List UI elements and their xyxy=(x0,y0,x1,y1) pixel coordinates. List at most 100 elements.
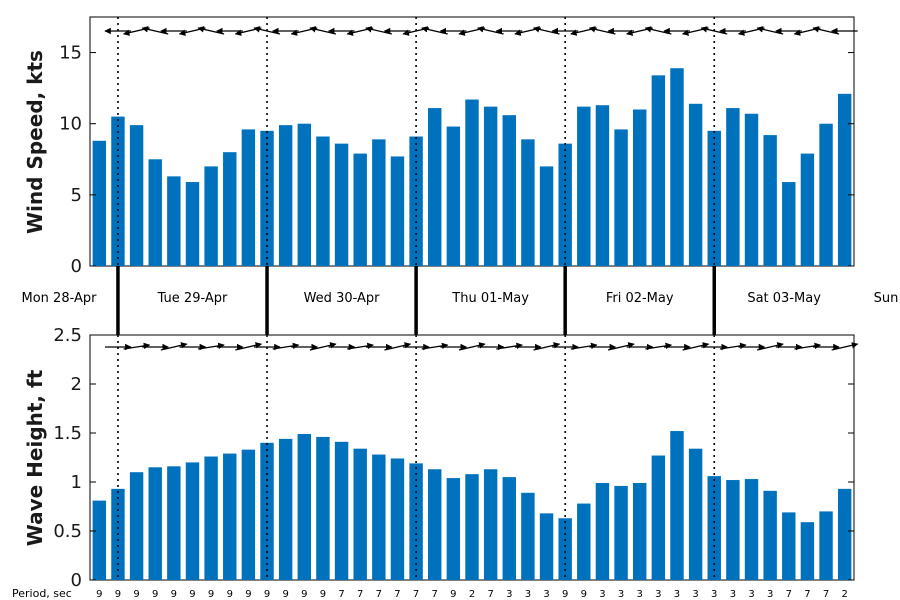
wind-bar xyxy=(204,166,218,266)
period-value: 3 xyxy=(767,589,773,600)
day-label: Sat 03-May xyxy=(747,291,821,306)
wave-bar xyxy=(577,503,591,580)
wave-direction-arrow xyxy=(645,342,672,350)
wind-tick-label: 15 xyxy=(59,43,82,64)
wave-bar xyxy=(782,512,796,580)
wave-bar xyxy=(502,477,516,580)
wave-direction-arrow xyxy=(682,342,710,351)
day-label-strip: Mon 28-Apr Tue 29-Apr Wed 30-Apr Thu 01-May… xyxy=(22,291,899,306)
period-value: 7 xyxy=(804,589,810,600)
day-label: Mon 28-Apr xyxy=(22,291,98,306)
wind-bar xyxy=(651,75,666,266)
wind-bar xyxy=(241,129,256,266)
wind-bar xyxy=(167,176,181,266)
period-value: 3 xyxy=(506,589,512,600)
wave-bar xyxy=(446,478,461,580)
wave-bar xyxy=(744,479,759,580)
wave-tick-label: 0 xyxy=(71,570,82,591)
wind-bar xyxy=(316,136,330,266)
wave-direction-arrow xyxy=(272,342,300,350)
wind-bar xyxy=(92,140,107,266)
wind-bar xyxy=(502,115,516,266)
wave-bar xyxy=(726,480,740,580)
wave-bar xyxy=(539,513,554,580)
wave-direction-arrows xyxy=(104,342,859,351)
wave-bar xyxy=(763,490,777,580)
wave-bar xyxy=(632,482,647,580)
period-value: 9 xyxy=(450,589,456,600)
wave-bar xyxy=(558,518,572,580)
wind-bar xyxy=(297,123,312,266)
wind-bar xyxy=(614,129,628,266)
wave-bar xyxy=(372,454,386,580)
day-label: Sun xyxy=(874,291,899,306)
wind-bar xyxy=(409,136,423,266)
period-value: 7 xyxy=(338,589,344,600)
wave-bar xyxy=(334,441,349,580)
wave-direction-arrow xyxy=(570,342,598,350)
wind-y-ticks: 0 5 10 15 xyxy=(59,43,854,277)
period-value: 9 xyxy=(264,589,270,600)
wind-bar xyxy=(148,159,162,266)
period-value: 9 xyxy=(227,589,233,600)
wave-height-panel: 0 0.5 1 1.5 2 2.5 Wave Height, ft xyxy=(23,325,859,591)
wind-tick-label: 0 xyxy=(71,256,82,277)
period-value: 7 xyxy=(357,589,363,600)
wind-bar xyxy=(670,68,684,266)
period-value: 7 xyxy=(823,589,829,600)
period-value: 7 xyxy=(786,589,792,600)
wave-direction-arrow xyxy=(309,342,337,351)
wind-bar xyxy=(223,152,237,266)
wave-direction-arrow xyxy=(496,342,523,350)
wave-direction-arrow xyxy=(160,342,188,351)
period-value: 3 xyxy=(543,589,549,600)
day-label: Tue 29-Apr xyxy=(157,291,228,306)
wind-tick-label: 5 xyxy=(71,185,82,206)
wind-bar xyxy=(372,139,386,266)
wave-direction-arrow xyxy=(533,342,561,351)
wave-bar xyxy=(241,449,256,580)
period-value: 9 xyxy=(171,589,177,600)
wave-direction-arrow xyxy=(347,342,374,350)
wind-direction-arrows xyxy=(104,26,858,36)
wave-bar xyxy=(148,467,162,580)
wave-bar xyxy=(651,455,666,580)
wave-bar xyxy=(185,462,200,580)
wave-bar xyxy=(92,500,107,580)
period-value: 9 xyxy=(245,589,251,600)
day-label: Thu 01-May xyxy=(451,291,529,306)
day-separators xyxy=(116,17,716,580)
wind-bar xyxy=(129,125,144,266)
wind-bar xyxy=(595,105,610,267)
period-value: 9 xyxy=(320,589,326,600)
day-label: Wed 30-Apr xyxy=(304,291,381,306)
wave-direction-arrow xyxy=(458,342,486,351)
period-value: 3 xyxy=(637,589,643,600)
period-value: 7 xyxy=(394,589,400,600)
period-value: 9 xyxy=(133,589,139,600)
wave-bar xyxy=(819,511,833,580)
wind-bar xyxy=(465,99,479,266)
wind-bar xyxy=(539,166,554,266)
wave-direction-arrow xyxy=(607,342,635,351)
period-value: 9 xyxy=(96,589,102,600)
wind-bar xyxy=(353,153,367,266)
wave-bar xyxy=(837,488,852,580)
period-value: 9 xyxy=(581,589,587,600)
wave-bar xyxy=(670,431,684,580)
wind-bar xyxy=(632,109,647,266)
wave-bar xyxy=(688,448,703,580)
wave-bar xyxy=(278,438,293,580)
wave-direction-arrow xyxy=(421,342,449,350)
period-value: 7 xyxy=(432,589,438,600)
wave-tick-label: 0.5 xyxy=(53,521,82,542)
period-value: 3 xyxy=(525,589,531,600)
period-value: 9 xyxy=(562,589,568,600)
period-value: 9 xyxy=(208,589,214,600)
wave-bar xyxy=(521,492,535,580)
wave-bar xyxy=(316,436,330,580)
wind-bar xyxy=(782,182,796,266)
wave-bar xyxy=(595,482,610,580)
wave-bar xyxy=(390,458,405,580)
